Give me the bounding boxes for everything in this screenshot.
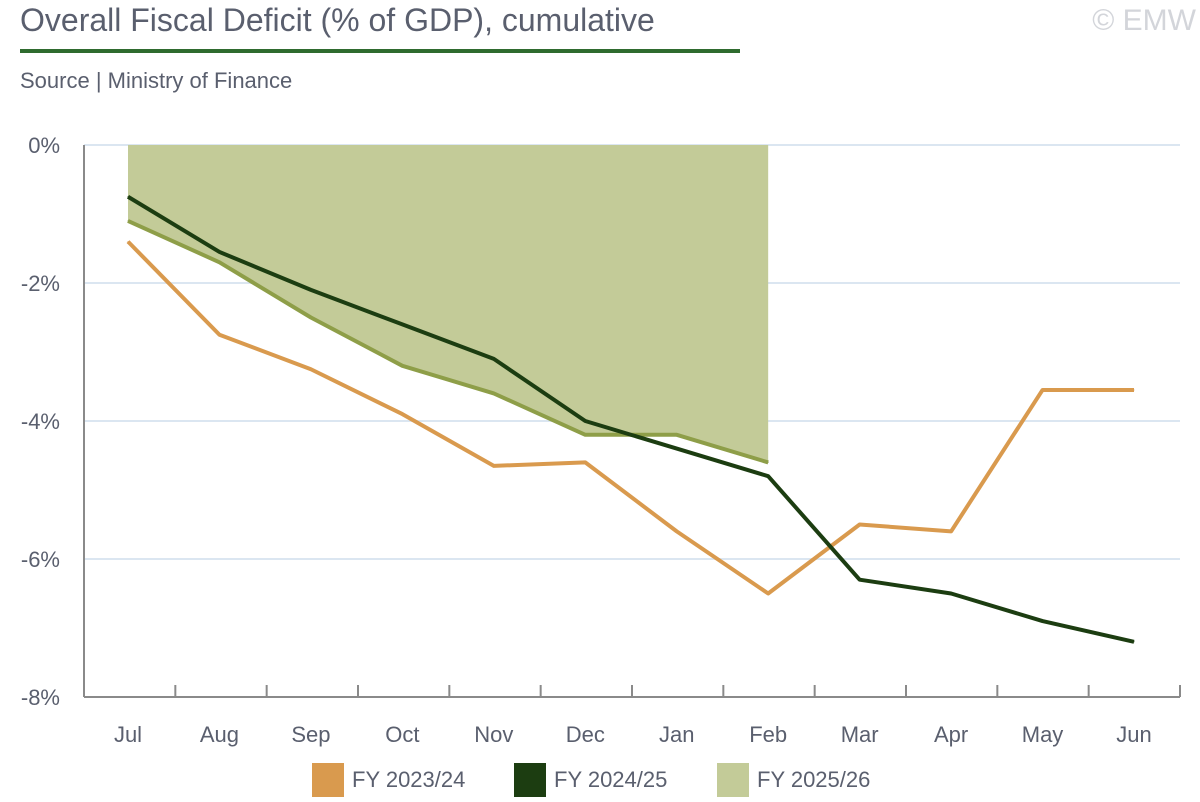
- x-tick-label: Jun: [1116, 722, 1151, 747]
- chart-title: Overall Fiscal Deficit (% of GDP), cumul…: [20, 2, 655, 38]
- series-area-fy2025-26: [128, 145, 769, 463]
- series-line-fy2024-: [126, 195, 1135, 644]
- legend: FY 2023/24 FY 2024/25 FY 2025/26: [0, 762, 1200, 802]
- chart-source: Source | Ministry of Finance: [20, 68, 293, 93]
- legend-label-fy2023-24: FY 2023/24: [352, 767, 466, 792]
- legend-label-fy2025-26: FY 2025/26: [757, 767, 871, 792]
- data-point-fy2023-: [1133, 389, 1135, 391]
- y-tick-label: -8%: [21, 685, 60, 710]
- legend-swatch-fy2024-25: [514, 763, 546, 797]
- data-point-fy2025-26: [493, 392, 495, 394]
- series-line-fy2023-: [126, 240, 1134, 596]
- x-tick-label: Mar: [841, 722, 879, 747]
- x-tick-label: Nov: [474, 722, 513, 747]
- data-point-fy2024-: [1042, 620, 1044, 622]
- data-point-fy2025-26: [218, 261, 220, 263]
- x-tick-label: May: [1022, 722, 1064, 747]
- y-tick-label: -4%: [21, 409, 60, 434]
- legend-item-fy2024-25: FY 2024/25: [514, 762, 667, 798]
- x-tick-label: Dec: [566, 722, 605, 747]
- x-tick-label: Jul: [114, 722, 142, 747]
- data-point-fy2023-: [676, 530, 678, 532]
- x-tick-label: Sep: [291, 722, 330, 747]
- legend-swatch-fy2023-24: [312, 763, 344, 797]
- data-point-fy2023-: [401, 413, 403, 415]
- legend-item-fy2023-24: FY 2023/24: [312, 762, 465, 798]
- data-point-fy2025-26: [127, 220, 129, 222]
- legend-swatch-fy2025-26: [717, 763, 749, 797]
- series-line-fy2025-26: [127, 219, 769, 465]
- data-point-fy2025-26: [310, 317, 312, 318]
- data-point-fy2023-: [1042, 389, 1044, 391]
- data-point-fy2023-: [127, 241, 129, 243]
- y-tick-label: -6%: [21, 547, 60, 572]
- data-point-fy2024-: [859, 579, 861, 581]
- data-point-fy2023-: [493, 465, 495, 467]
- legend-item-fy2025-26: FY 2025/26: [717, 762, 870, 798]
- x-tick-label: Jan: [659, 722, 694, 747]
- data-point-fy2024-: [767, 475, 769, 477]
- x-tick-label: Aug: [200, 722, 239, 747]
- data-point-fy2024-: [584, 420, 586, 422]
- x-tick-label: Oct: [385, 722, 419, 747]
- copyright-mark: © EMW: [1092, 4, 1196, 37]
- x-tick-label: Apr: [934, 722, 968, 747]
- data-point-fy2024-: [493, 358, 495, 360]
- y-tick-label: -2%: [21, 271, 60, 296]
- data-point-fy2023-: [310, 368, 312, 370]
- data-point-fy2023-: [859, 524, 861, 525]
- x-tick-label: Feb: [749, 722, 787, 747]
- data-point-fy2024-: [218, 251, 220, 253]
- data-point-fy2025-26: [676, 434, 678, 436]
- data-point-fy2023-: [950, 530, 952, 532]
- data-point-fy2025-26: [401, 365, 403, 367]
- data-point-fy2024-: [310, 289, 312, 291]
- data-point-fy2023-: [584, 461, 586, 463]
- data-point-fy2024-: [950, 593, 952, 594]
- data-point-fy2025-26: [767, 461, 769, 463]
- data-point-fy2025-26: [584, 434, 586, 436]
- title-underline: [20, 49, 740, 53]
- data-point-fy2024-: [127, 196, 129, 198]
- data-point-fy2024-: [401, 323, 403, 325]
- data-point-fy2024-: [1133, 641, 1135, 643]
- data-point-fy2023-: [767, 593, 769, 594]
- data-point-fy2024-: [676, 448, 678, 450]
- y-tick-label: 0%: [28, 133, 60, 158]
- legend-label-fy2024-25: FY 2024/25: [554, 767, 668, 792]
- data-point-fy2023-: [218, 334, 220, 336]
